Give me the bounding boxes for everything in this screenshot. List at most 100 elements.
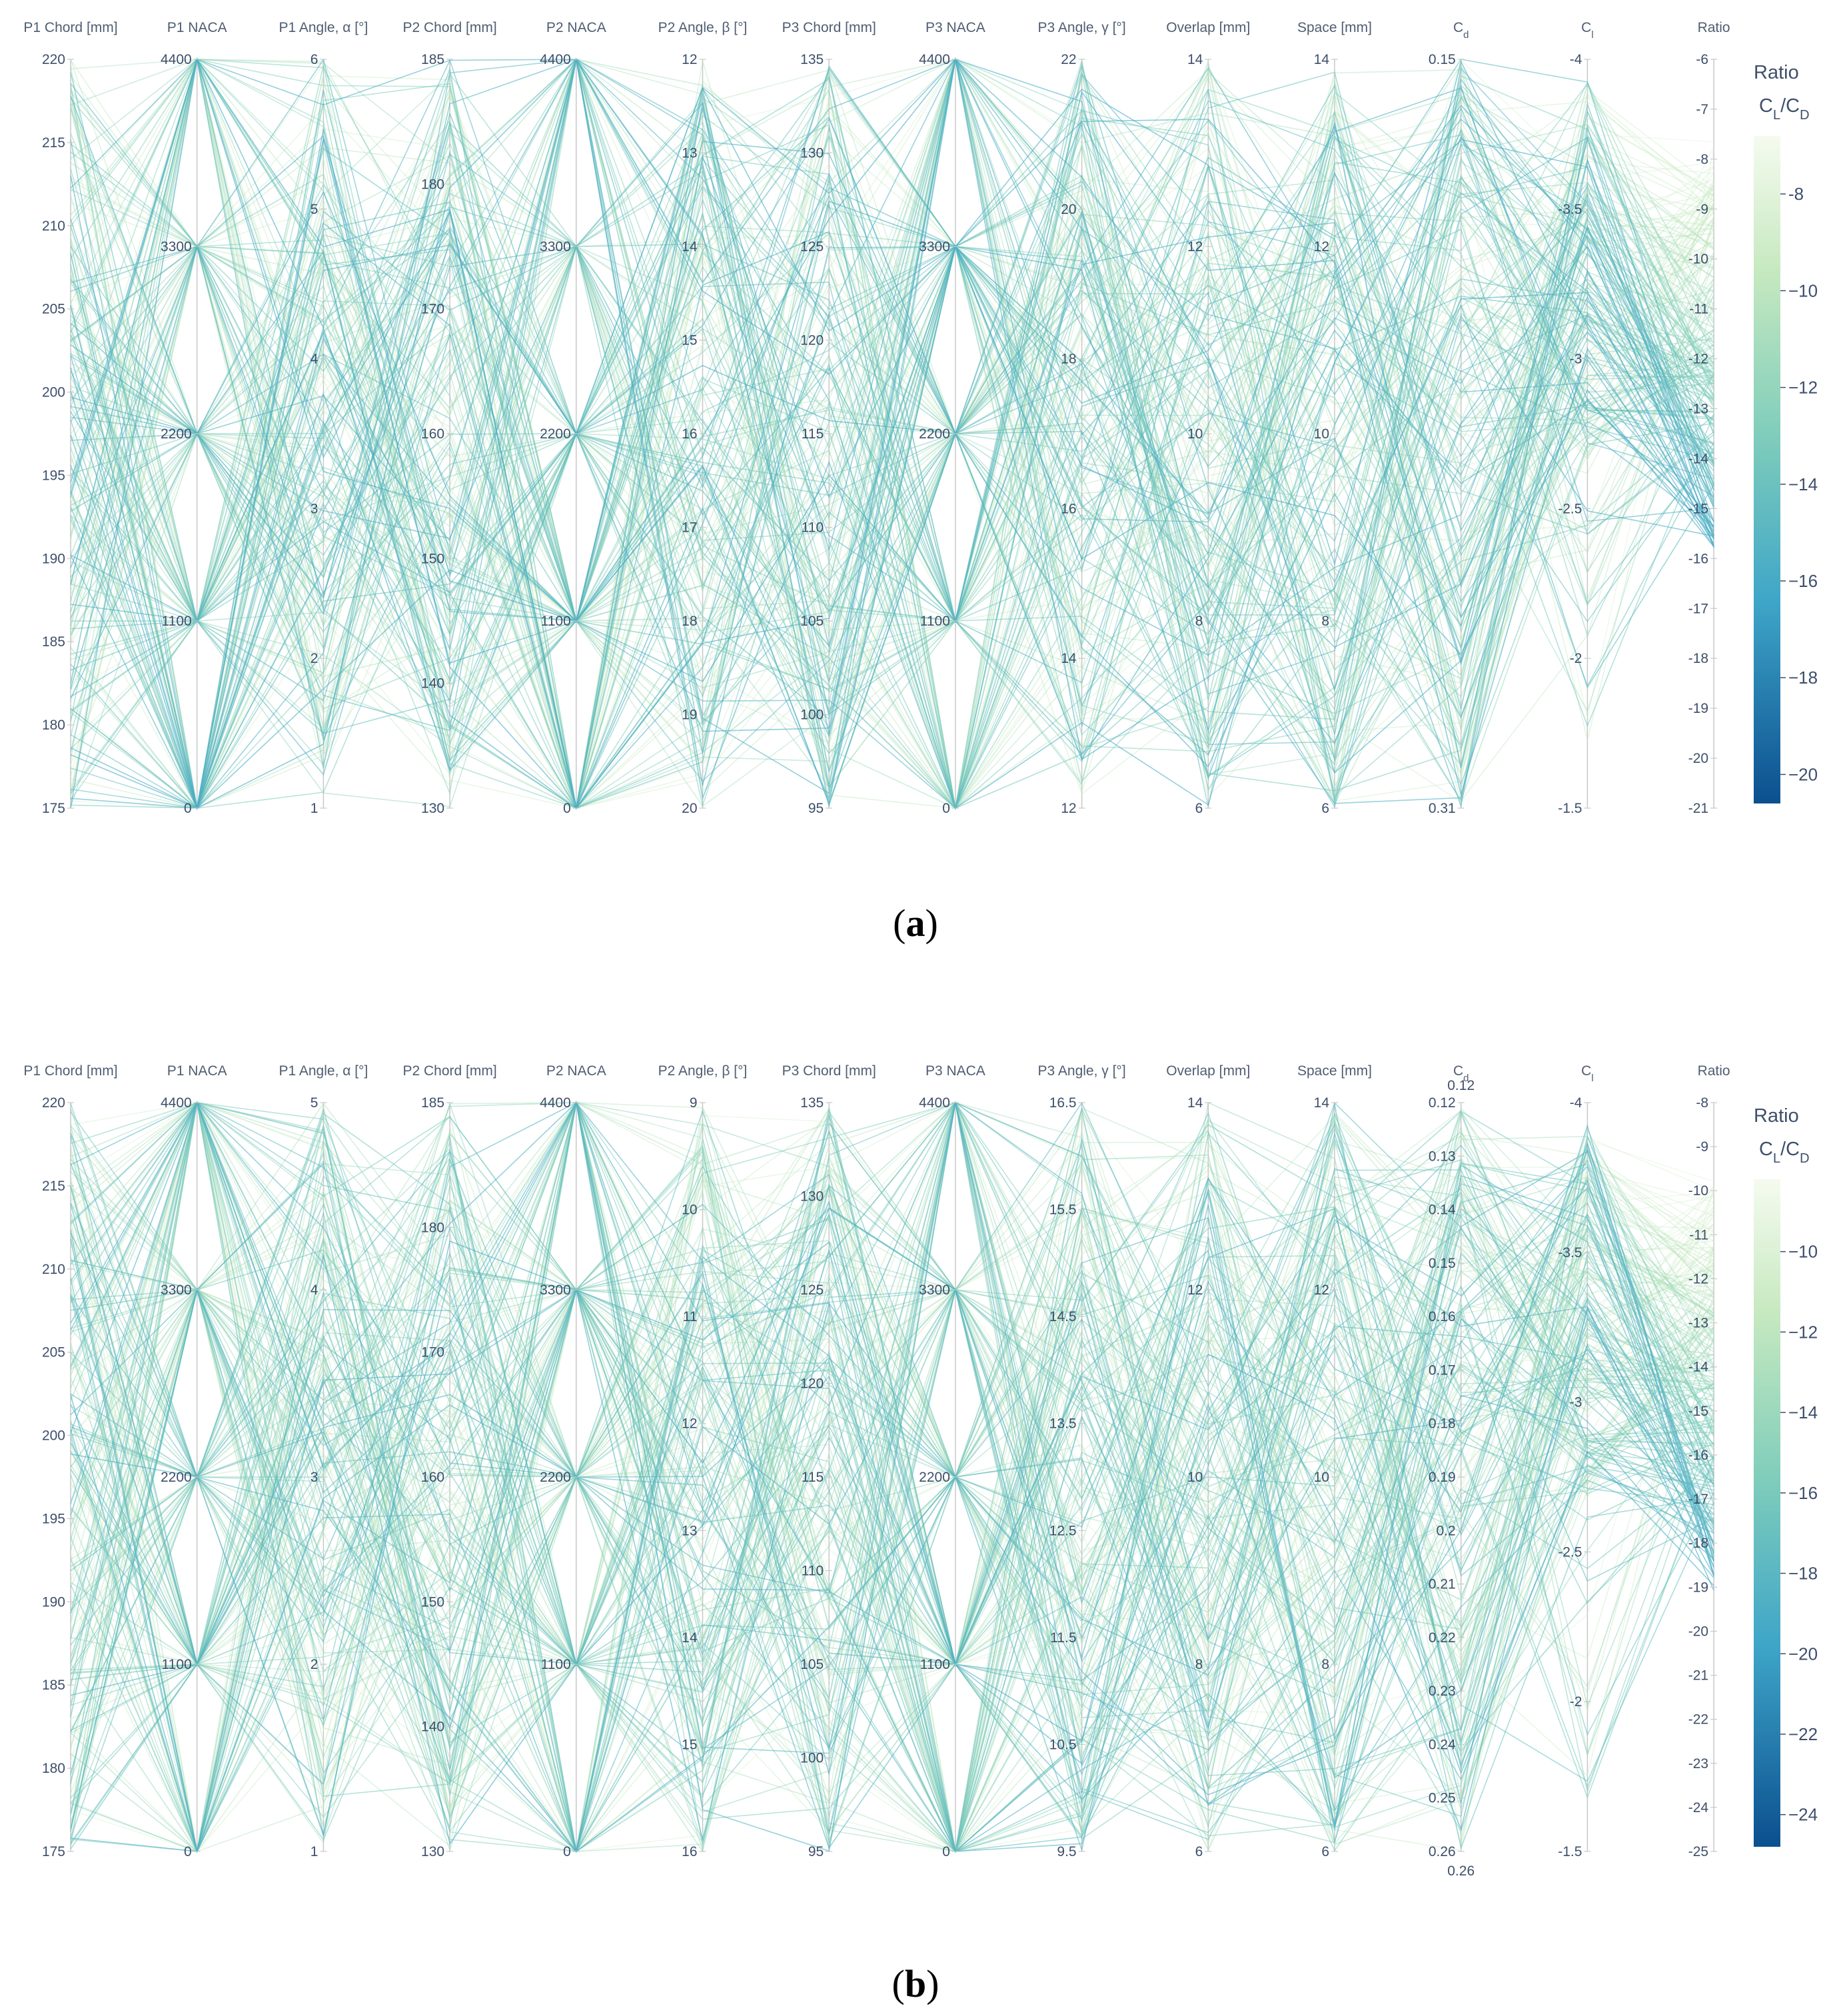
sample-line — [70, 1101, 1714, 1843]
axis-title-p3_chord: P3 Chord [mm] — [782, 20, 876, 35]
tick-label: 4400 — [540, 52, 571, 67]
tick-label: 14 — [682, 1630, 698, 1646]
sample-line — [70, 1169, 1714, 1852]
sample-line — [70, 100, 1714, 717]
tick-label: 185 — [421, 52, 444, 67]
sample-line — [70, 1102, 1714, 1813]
sample-line — [70, 1101, 1714, 1815]
sample-line — [70, 1245, 1714, 1853]
tick-label: 170 — [421, 302, 444, 317]
sample-line — [70, 1181, 1714, 1804]
sample-line — [70, 1101, 1714, 1814]
sample-line — [70, 1167, 1714, 1788]
tick-label: -17 — [1688, 601, 1708, 616]
axis-title-p1_chord: P1 Chord [mm] — [23, 20, 117, 35]
tick-label: 22 — [1061, 52, 1076, 67]
sample-line — [70, 72, 1714, 809]
tick-label: 11.5 — [1050, 1630, 1076, 1646]
colorbar: Ratio CL/CD -8 −10 −12 −14 −16 −18 −20 — [1754, 62, 1818, 803]
tick-label: 4 — [310, 352, 318, 367]
sample-line — [70, 97, 1714, 768]
sample-line — [70, 1101, 1714, 1821]
tick-label: 180 — [42, 1761, 65, 1776]
tick-label: 1 — [310, 1844, 318, 1859]
tick-label: 4400 — [540, 1095, 571, 1111]
sample-line — [70, 59, 1714, 809]
sample-line — [70, 58, 1714, 809]
sample-line — [70, 1101, 1714, 1750]
tick-label: -20 — [1688, 751, 1708, 766]
tick-label: 190 — [42, 1594, 65, 1610]
sample-line — [70, 58, 1714, 809]
tick-label: 12.5 — [1049, 1523, 1077, 1538]
axes — [70, 1103, 1714, 1851]
sample-line — [70, 1101, 1714, 1818]
colorbar-tick-label: −18 — [1788, 1564, 1818, 1584]
axis-title-p3_angle: P3 Angle, γ [°] — [1038, 1063, 1126, 1079]
tick-label: 215 — [42, 135, 65, 151]
tick-label: -13 — [1688, 402, 1708, 417]
sample-line — [70, 1101, 1714, 1813]
tick-label: 1100 — [920, 614, 950, 629]
tick-label: 3300 — [540, 239, 571, 254]
axis-title-p3_angle: P3 Angle, γ [°] — [1038, 20, 1126, 35]
tick-label: 2200 — [540, 1470, 571, 1485]
sample-line — [70, 1101, 1714, 1666]
tick-label: -4 — [1570, 52, 1582, 67]
colorbar-gradient — [1754, 136, 1780, 803]
tick-label: 100 — [800, 1751, 824, 1766]
tick-label: -24 — [1688, 1800, 1709, 1815]
sample-line — [70, 1101, 1714, 1783]
colorbar-gradient — [1754, 1179, 1780, 1847]
tick-label: 2 — [310, 1657, 318, 1672]
tick-label: -3 — [1570, 352, 1582, 367]
tick-label: -9 — [1696, 1139, 1708, 1155]
sample-line — [70, 179, 1714, 807]
tick-label: 20 — [682, 801, 697, 816]
colorbar-tick-label: -8 — [1788, 184, 1804, 204]
tick-label: 4400 — [161, 52, 192, 67]
tick-label: 0.22 — [1429, 1630, 1456, 1646]
chart-b: P1 Chord [mm]220215210205200195190185180… — [23, 1063, 1818, 1879]
tick-label: 0.17 — [1429, 1362, 1456, 1378]
axis-title-cl: Cl — [1581, 20, 1594, 41]
tick-label: -3.5 — [1558, 202, 1582, 217]
sample-line — [70, 112, 1714, 809]
tick-label: 200 — [42, 385, 65, 400]
tick-label: 205 — [42, 1345, 65, 1360]
sample-line — [70, 1101, 1714, 1756]
tick-label: -15 — [1688, 501, 1708, 516]
tick-label: 135 — [800, 1095, 824, 1111]
tick-label: 10 — [1314, 426, 1329, 442]
sample-line — [70, 221, 1714, 809]
tick-label: -2 — [1570, 1694, 1582, 1710]
tick-label: 3 — [310, 1470, 318, 1485]
tick-label: 14 — [1314, 52, 1330, 67]
axis-title-p1_angle: P1 Angle, α [°] — [279, 1063, 368, 1079]
tick-label: 1100 — [541, 1657, 571, 1672]
axis-title-ratio: Ratio — [1698, 20, 1730, 35]
tick-label: 0 — [942, 1844, 950, 1859]
tick-label: 140 — [421, 676, 444, 692]
colorbar-tick-label: −12 — [1788, 378, 1818, 398]
tick-label: 4400 — [919, 1095, 950, 1111]
sample-line — [70, 127, 1714, 809]
tick-label: 125 — [800, 1282, 824, 1298]
tick-label: -19 — [1688, 701, 1708, 716]
sample-line — [70, 57, 1714, 809]
tick-label: 14.5 — [1049, 1309, 1077, 1324]
axis-title-p3_naca: P3 NACA — [925, 1063, 985, 1079]
tick-label: 105 — [800, 1657, 824, 1672]
caption-a: (a) — [893, 901, 938, 945]
sample-line — [70, 1101, 1714, 1813]
tick-label: -4 — [1570, 1095, 1582, 1111]
sample-line — [70, 142, 1714, 752]
sample-line — [70, 87, 1714, 656]
tick-label: 12 — [682, 52, 697, 67]
colorbar-tick-label: −10 — [1788, 1242, 1818, 1262]
tick-label: 16 — [682, 426, 697, 442]
sample-line — [70, 1251, 1714, 1838]
sample-line — [70, 119, 1714, 809]
sample-line — [70, 59, 1714, 809]
tick-label: 17 — [682, 520, 697, 536]
